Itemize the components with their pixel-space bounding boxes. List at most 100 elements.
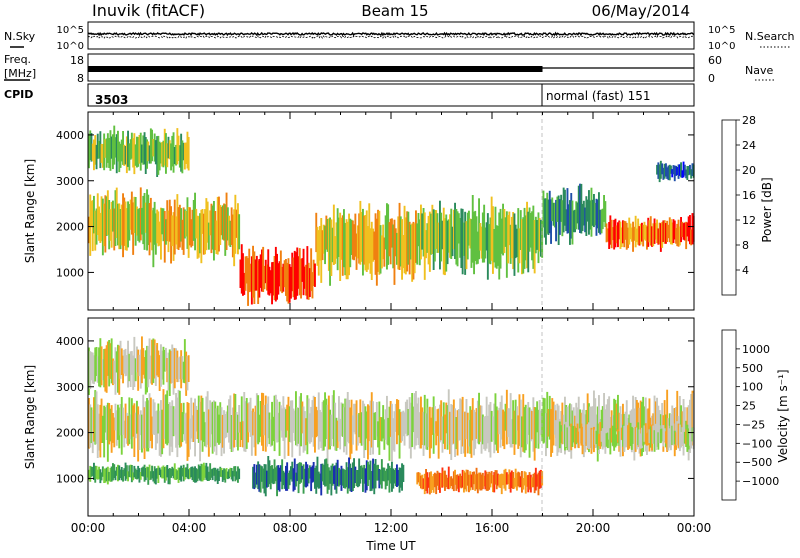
echo-cell (439, 472, 441, 493)
echo-cell (519, 399, 522, 458)
echo-cell (264, 464, 267, 497)
echo-cell (551, 197, 554, 222)
echo-cell (290, 266, 292, 299)
echo-cell (648, 220, 651, 243)
echo-cell (356, 470, 359, 488)
echo-cell (103, 133, 106, 171)
echo-cell (529, 213, 532, 248)
noise-right-tick-bottom: 10^0 (708, 41, 735, 52)
echo-cell (485, 222, 488, 251)
echo-cell (148, 338, 151, 380)
echo-cell (182, 464, 185, 482)
echo-cell (185, 351, 188, 396)
echo-cell (295, 472, 297, 487)
echo-cell (334, 402, 337, 451)
echo-cell (110, 466, 113, 482)
echo-cell (314, 263, 316, 287)
echo-cell (531, 477, 533, 488)
echo-cell (137, 349, 140, 391)
echo-cell (88, 133, 90, 169)
echo-cell (622, 220, 624, 244)
echo-cell (617, 429, 619, 443)
echo-cell (632, 221, 634, 252)
echo-cell (177, 389, 180, 446)
echo-cell (172, 212, 175, 261)
echo-cell (543, 198, 546, 238)
echo-cell (194, 398, 196, 457)
echo-cell (137, 406, 140, 462)
echo-cell (471, 471, 474, 490)
echo-cell (124, 403, 127, 439)
echo-cell (129, 414, 132, 440)
echo-cell (417, 472, 420, 483)
echo-cell (485, 396, 488, 449)
echo-cell (478, 392, 480, 445)
echo-cell (355, 233, 358, 270)
echo-cell (334, 465, 337, 490)
cpid-segment-2: normal (fast) 151 (546, 89, 650, 103)
echo-cell (401, 463, 403, 491)
echo-cell (408, 397, 411, 449)
echo-cell (316, 456, 319, 488)
echo-cell (538, 218, 541, 252)
echo-cell (341, 468, 344, 486)
freq-left-tick-bottom: 8 (77, 72, 84, 85)
echo-cell (214, 467, 217, 482)
echo-cell (492, 206, 494, 274)
echo-cell (187, 207, 190, 258)
echo-cell (437, 408, 440, 459)
echo-cell (274, 394, 277, 440)
echo-cell (312, 462, 315, 482)
echo-cell (517, 471, 520, 487)
echo-cell (110, 201, 113, 248)
echo-cell (659, 160, 662, 179)
echo-cell (503, 469, 506, 489)
echo-cell (209, 400, 212, 448)
echo-cell (177, 467, 180, 483)
echo-cell (387, 417, 390, 446)
echo-cell (495, 225, 498, 269)
echo-cell (677, 219, 680, 247)
echo-cell (258, 414, 261, 443)
echo-cell (286, 404, 289, 431)
echo-cell (502, 203, 504, 256)
echo-cell (238, 214, 241, 250)
echo-cell (426, 223, 429, 253)
echo-cell (261, 392, 263, 446)
echo-cell (255, 255, 258, 291)
colorbar-tick-label: 16 (742, 189, 756, 202)
echo-cell (521, 219, 523, 275)
echo-cell (276, 399, 278, 443)
echo-cell (98, 140, 100, 159)
echo-cell (480, 474, 483, 491)
echo-cell (439, 200, 441, 270)
echo-cell (339, 212, 342, 281)
echo-cell (171, 215, 174, 247)
echo-cell (153, 402, 156, 435)
echo-cell (211, 468, 214, 481)
echo-cell (470, 219, 473, 268)
echo-cell (654, 423, 657, 450)
echo-cell (104, 139, 107, 158)
echo-cell (180, 133, 183, 172)
echo-cell (460, 208, 463, 268)
echo-cell (593, 390, 595, 446)
echo-cell (617, 222, 619, 248)
echo-cell (277, 412, 280, 443)
echo-cell (662, 425, 665, 447)
echo-cell (143, 193, 146, 250)
echo-cell (94, 465, 97, 483)
echo-cell (153, 201, 156, 245)
echo-cell (561, 402, 564, 439)
echo-cell (336, 459, 339, 487)
echo-cell (386, 468, 388, 486)
echo-cell (330, 219, 333, 276)
echo-cell (449, 477, 451, 489)
echo-cell (133, 465, 136, 478)
echo-cell (122, 407, 124, 435)
echo-cell (464, 411, 467, 457)
echo-cell (517, 415, 520, 449)
echo-cell (204, 465, 206, 478)
echo-cell (558, 421, 561, 449)
